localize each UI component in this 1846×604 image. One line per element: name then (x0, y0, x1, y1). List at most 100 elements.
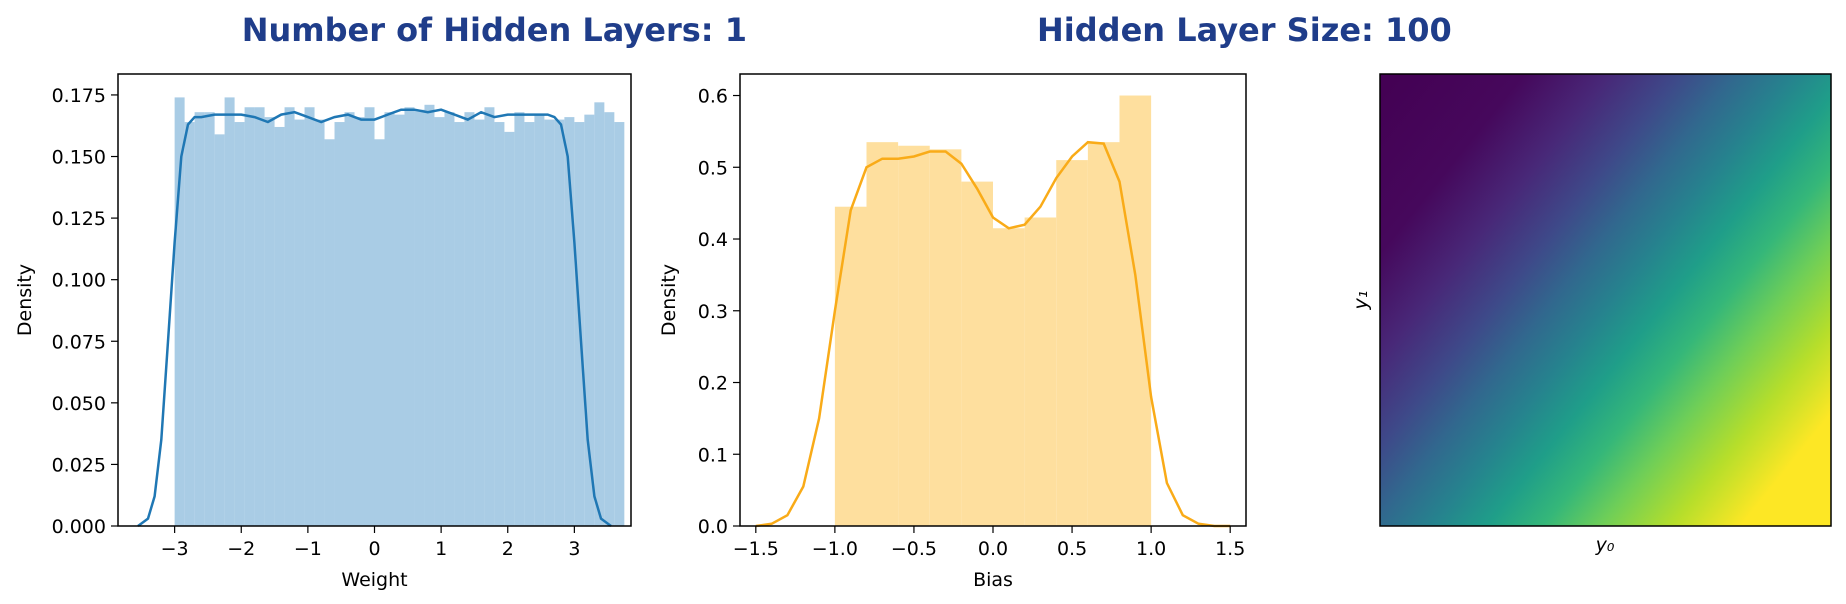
weight-histogram-bar (334, 122, 345, 526)
weight-histogram-bar (204, 112, 215, 526)
weight-x-axis-label: Weight (341, 569, 407, 591)
weight-histogram-bar (394, 114, 405, 526)
weight-histogram-bar (174, 97, 185, 526)
bias-histogram-bar (1024, 217, 1057, 526)
weight-y-tick-label: 0.150 (52, 147, 106, 169)
weight-histogram-bar (294, 119, 305, 526)
weight-histogram-bar (314, 119, 325, 526)
bias-histogram-bar (866, 142, 899, 526)
bias-x-tick-label: 0.5 (1057, 538, 1087, 560)
weight-histogram-bar (504, 131, 515, 526)
heatmap-axes-frame (1379, 73, 1832, 527)
heatmap-y-axis-label: y₁ (1350, 291, 1372, 311)
bias-histogram-bar (834, 206, 867, 526)
weight-histogram-bar (264, 117, 275, 526)
weight-y-tick-label: 0.125 (52, 208, 106, 230)
weight-histogram-bar (434, 117, 445, 526)
weight-histogram-bar (274, 126, 285, 526)
weight-y-tick-label: 0.175 (52, 85, 106, 107)
weight-histogram-bar (444, 112, 455, 526)
weight-histogram-bar (324, 139, 335, 526)
bias-x-tick-label: 1.5 (1215, 538, 1245, 560)
weight-histogram-bar (424, 104, 435, 526)
weight-histogram-bar (414, 109, 425, 526)
weight-x-tick-label: 1 (435, 538, 447, 560)
weight-histogram-bar (454, 122, 465, 526)
weight-histogram-bar (534, 114, 545, 526)
weight-histogram-bar (524, 122, 535, 526)
bias-histogram-bar (993, 228, 1025, 526)
suptitle-left: Number of Hidden Layers: 1 (242, 11, 747, 49)
weight-histogram-bar (354, 117, 365, 526)
weight-histogram-bar (494, 122, 505, 526)
suptitle-right: Hidden Layer Size: 100 (1037, 11, 1452, 49)
weight-x-tick-label: 2 (502, 538, 514, 560)
bias-histogram-bars (834, 95, 1152, 526)
bias-y-tick-label: 0.2 (698, 373, 728, 395)
bias-kde-line (755, 140, 1231, 528)
weight-histogram-bar (604, 112, 615, 526)
bias-y-axis-label: Density (658, 264, 680, 336)
weight-histogram-bar (614, 122, 625, 526)
output-heatmap-image (1380, 74, 1831, 526)
weight-histogram-bar (184, 122, 195, 526)
bias-y-tick-label: 0.1 (698, 444, 728, 466)
weight-histogram-bar (364, 107, 375, 526)
weight-histogram-bar (594, 102, 605, 526)
weight-histogram-bar (564, 117, 575, 526)
weight-y-tick-label: 0.025 (52, 454, 106, 476)
weight-histogram-bar (284, 107, 295, 526)
weight-x-ticks: −3 −2 −1 0 1 2 3 (161, 526, 580, 560)
heatmap-x-axis-label: y₀ (1595, 534, 1615, 556)
bias-histogram-axes: −1.5 −1.0 −0.5 0.0 0.5 1.0 1.5 0.0 0.1 0.2 0.3 0.4… (658, 73, 1247, 591)
bias-x-tick-label: 1.0 (1136, 538, 1166, 560)
weight-histogram-bar (474, 119, 485, 526)
weight-histogram-bar (194, 112, 205, 526)
weight-y-tick-label: 0.075 (52, 331, 106, 353)
output-heatmap-axes: y₀ y₁ (1350, 73, 1832, 556)
weight-x-tick-label: −2 (227, 538, 255, 560)
weight-histogram-bar (514, 112, 525, 526)
weight-histogram-bar (214, 134, 225, 526)
weight-histogram-bar (224, 97, 235, 526)
weight-histogram-bar (304, 107, 315, 526)
bias-x-tick-label: −1.0 (812, 538, 858, 560)
weight-histogram-bar (344, 112, 355, 526)
weight-x-tick-label: −3 (161, 538, 189, 560)
weight-histogram-bar (254, 107, 265, 526)
bias-histogram-bar (898, 145, 930, 526)
weight-histogram-bar (554, 119, 565, 526)
bias-histogram-bar (1119, 95, 1152, 526)
bias-x-tick-label: 0.0 (978, 538, 1008, 560)
weight-histogram-bar (464, 112, 475, 526)
bias-y-tick-label: 0.3 (698, 301, 728, 323)
weight-histogram-bar (374, 139, 385, 526)
bias-y-tick-label: 0.6 (698, 86, 728, 108)
weight-histogram-bar (384, 112, 395, 526)
weight-histogram-bars (174, 97, 625, 526)
bias-y-tick-label: 0.4 (698, 229, 728, 251)
bias-histogram-bar (961, 181, 993, 526)
weight-histogram-bar (584, 114, 595, 526)
weight-x-tick-label: 3 (568, 538, 580, 560)
bias-x-ticks: −1.5 −1.0 −0.5 0.0 0.5 1.0 1.5 (733, 526, 1245, 560)
bias-x-axis-label: Bias (973, 569, 1013, 591)
bias-histogram-bar (1087, 142, 1120, 526)
weight-kde-line (137, 108, 612, 528)
bias-y-tick-label: 0.5 (698, 157, 728, 179)
weight-histogram-bar (244, 107, 255, 526)
weight-histogram-bar (544, 119, 555, 526)
bias-histogram-bar (1056, 160, 1088, 526)
weight-histogram-bar (404, 107, 415, 526)
weight-y-tick-label: 0.100 (52, 270, 106, 292)
weight-y-tick-label: 0.050 (52, 393, 106, 415)
weight-y-tick-label: 0.000 (52, 516, 106, 538)
bias-histogram-bar (929, 149, 962, 526)
weight-histogram-bar (234, 122, 245, 526)
weight-histogram-axes: −3 −2 −1 0 1 2 3 0.000 0.025 0.050 0.075 0.100 0.12… (14, 73, 632, 591)
weight-x-tick-label: 0 (368, 538, 380, 560)
weight-y-ticks: 0.000 0.025 0.050 0.075 0.100 0.125 0.150 0.175 (52, 85, 118, 538)
bias-y-tick-label: 0.0 (698, 516, 728, 538)
bias-y-ticks: 0.0 0.1 0.2 0.3 0.4 0.5 0.6 (698, 86, 740, 538)
